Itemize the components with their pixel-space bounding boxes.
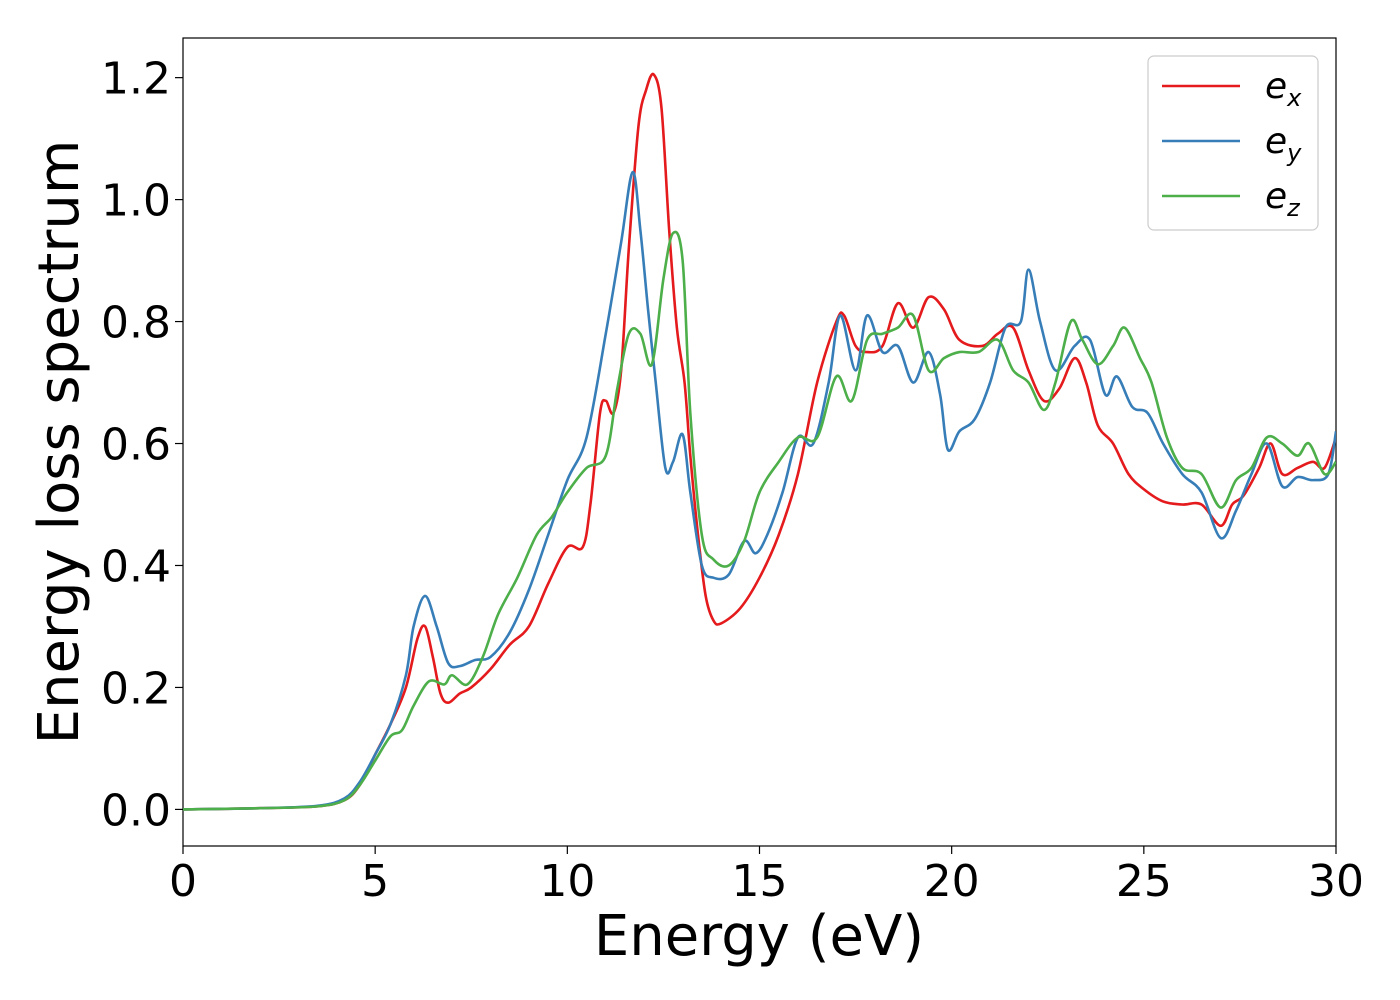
legend-label-base: e [1265, 121, 1287, 162]
y-tick-label: 0.6 [101, 420, 171, 471]
series-line-z [183, 230, 1336, 811]
plot-frame [182, 37, 1337, 847]
x-tick-label: 25 [1116, 856, 1172, 907]
legend-box [1147, 55, 1319, 231]
x-tick-label: 5 [361, 856, 389, 907]
x-tick-label: 20 [924, 856, 980, 907]
legend-label-z: ez [1265, 176, 1301, 222]
y-axis: 0.0 0.2 0.4 0.6 0.8 1.0 1.2 [101, 54, 183, 836]
x-tick-label: 10 [539, 856, 595, 907]
y-tick-label: 0.4 [101, 541, 171, 592]
y-axis-label: Energy loss spectrum [27, 140, 92, 745]
legend-label-subscript: x [1286, 84, 1302, 112]
x-axis: 0 5 10 15 20 25 30 [169, 846, 1364, 907]
y-tick-label: 0.8 [101, 298, 171, 349]
legend-label-subscript: z [1286, 194, 1301, 222]
x-axis-label: Energy (eV) [594, 904, 924, 969]
x-tick-label: 15 [732, 856, 788, 907]
y-tick-label: 0.2 [101, 663, 171, 714]
series-line-x [183, 72, 1336, 811]
legend-label-base: e [1265, 66, 1287, 107]
x-tick-label: 0 [169, 856, 197, 907]
legend-label-x: ex [1265, 66, 1302, 112]
legend-label-y: ey [1265, 121, 1302, 167]
plot-area [182, 37, 1337, 847]
series-layer [183, 72, 1336, 811]
x-tick-label: 30 [1308, 856, 1364, 907]
y-tick-label: 1.0 [101, 176, 171, 227]
series-line-y [183, 170, 1336, 811]
legend-label-subscript: y [1286, 139, 1302, 167]
legend-label-base: e [1265, 176, 1287, 217]
y-tick-label: 1.2 [101, 54, 171, 105]
y-tick-label: 0.0 [101, 785, 171, 836]
